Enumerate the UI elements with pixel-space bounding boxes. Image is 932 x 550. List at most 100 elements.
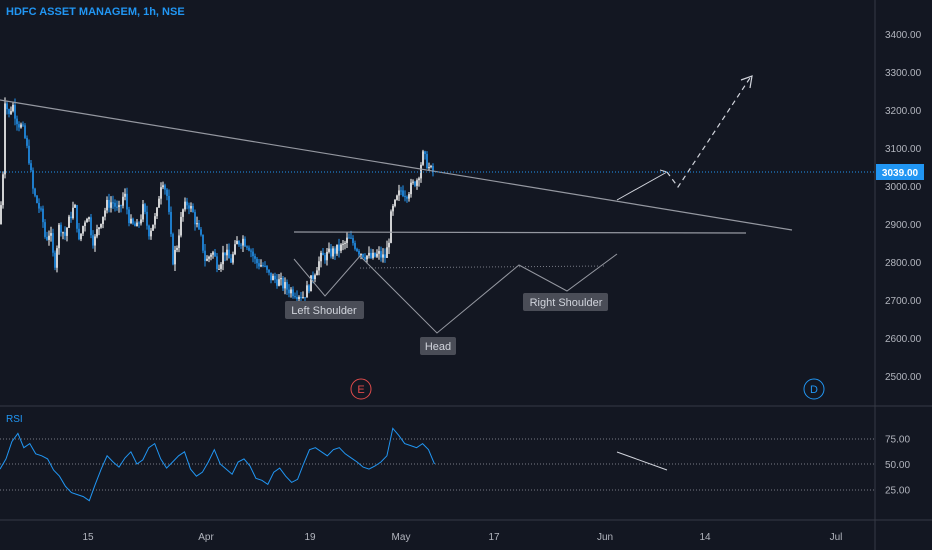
candle-body <box>106 199 108 211</box>
candle-body <box>88 217 90 220</box>
candle-body <box>398 190 400 196</box>
candle-body <box>58 224 60 249</box>
candle-body <box>76 205 78 229</box>
dividend-marker[interactable]: D <box>803 378 825 400</box>
descending-trendline <box>0 99 793 231</box>
candle-body <box>36 195 38 204</box>
projection-arrowhead <box>740 75 753 89</box>
candle-body <box>338 244 340 251</box>
candle-body <box>64 232 66 236</box>
candle-body <box>74 205 76 208</box>
candle-body <box>104 210 106 217</box>
candle-body <box>340 244 342 251</box>
candle-body <box>92 235 94 246</box>
candle-body <box>178 235 180 248</box>
candle-body <box>282 278 284 289</box>
candle-body <box>260 265 262 267</box>
candle-body <box>424 151 426 155</box>
candle-body <box>380 251 382 258</box>
candle-body <box>112 202 114 204</box>
candle-body <box>406 196 408 199</box>
candle-body <box>396 195 398 200</box>
candle-body <box>252 251 254 257</box>
candle-body <box>32 170 34 189</box>
candle-body <box>168 195 170 212</box>
candle-body <box>346 237 348 243</box>
price-tick-label: 2800.00 <box>885 258 922 269</box>
candle-body <box>382 254 384 258</box>
candle-body <box>86 219 88 223</box>
rsi-pane <box>0 427 875 502</box>
candle-body <box>24 125 26 138</box>
candle-body <box>366 255 368 260</box>
candle-body <box>142 204 144 220</box>
price-tick-label: 2500.00 <box>885 372 922 383</box>
candle-body <box>184 201 186 210</box>
candle-body <box>122 196 124 206</box>
candle-body <box>90 217 92 236</box>
candle-body <box>404 195 406 197</box>
candle-body <box>204 250 206 261</box>
candle-body <box>362 254 364 258</box>
pullback-line-2 <box>659 169 668 173</box>
candle-body <box>428 167 430 169</box>
candle-body <box>384 254 386 258</box>
time-tick-label: 15 <box>82 532 94 543</box>
candle-body <box>422 151 424 165</box>
candle-body <box>322 252 324 256</box>
candle-body <box>196 223 198 225</box>
candle-body <box>312 275 314 280</box>
candle-body <box>48 235 50 240</box>
time-tick-label: Jun <box>597 532 613 543</box>
candle-body <box>214 252 216 257</box>
candle-body <box>198 223 200 230</box>
candle-body <box>222 252 224 265</box>
candle-body <box>402 190 404 196</box>
candle-body <box>166 189 168 196</box>
price-axis[interactable]: 3400.00 3300.00 3200.00 3100.00 3000.00 2900.… <box>885 30 922 383</box>
candle-body <box>310 275 312 292</box>
candle-body <box>80 233 82 240</box>
candle-body <box>16 118 18 125</box>
candle-body <box>218 268 220 270</box>
candle-body <box>110 202 112 208</box>
time-tick-label: Apr <box>198 532 214 543</box>
head-dotted-line <box>359 265 606 269</box>
candle-body <box>330 248 332 257</box>
candle-body <box>208 256 210 259</box>
candle-body <box>68 216 70 228</box>
rsi-trendline <box>616 451 668 471</box>
price-tick-label: 3300.00 <box>885 68 922 79</box>
candle-body <box>136 222 138 227</box>
price-tick-label: 3100.00 <box>885 144 922 155</box>
time-tick-label: 19 <box>304 532 316 543</box>
candle-body <box>20 124 22 128</box>
candle-body <box>332 248 334 257</box>
rsi-tick-label: 50.00 <box>885 460 910 471</box>
candle-body <box>72 207 74 219</box>
candle-body <box>2 174 4 206</box>
candle-body <box>304 297 306 299</box>
candle-body <box>348 237 350 239</box>
earnings-marker[interactable]: E <box>350 378 372 400</box>
candle-body <box>150 230 152 237</box>
candle-body <box>392 205 394 212</box>
candle-body <box>288 289 290 294</box>
svg-text:3039.00: 3039.00 <box>882 168 919 179</box>
candle-body <box>176 247 178 250</box>
candle-body <box>62 232 64 234</box>
candle-body <box>156 207 158 217</box>
candle-body <box>326 251 328 261</box>
time-axis[interactable]: 15 Apr 19 May 17 Jun 14 Jul <box>82 532 842 543</box>
candle-body <box>210 254 212 257</box>
candle-body <box>132 218 134 224</box>
rsi-axis[interactable]: 75.00 50.00 25.00 <box>885 435 910 497</box>
candle-body <box>84 222 86 227</box>
candle-body <box>138 222 140 224</box>
time-tick-label: Jul <box>830 532 843 543</box>
candle-body <box>82 226 84 234</box>
candle-body <box>186 201 188 206</box>
head-label: Head <box>420 337 456 355</box>
left-shoulder-label: Left Shoulder <box>285 301 364 319</box>
